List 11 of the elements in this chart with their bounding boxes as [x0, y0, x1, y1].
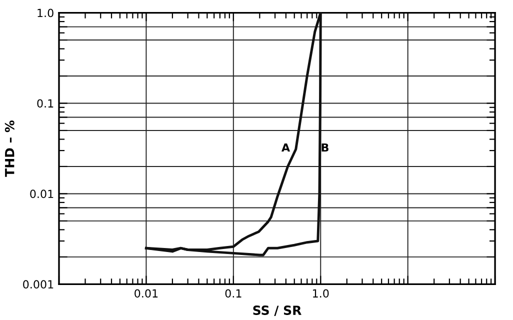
x-tick-label: 0.1: [225, 289, 242, 298]
y-tick-label: 0.1: [37, 99, 54, 108]
x-axis-title: SS / SR: [253, 306, 302, 316]
y-tick-label: 0.01: [30, 190, 54, 198]
x-tick-label: 1.0: [313, 289, 329, 298]
y-axis-title: THD – %: [4, 120, 14, 177]
y-tick-label: 1.0: [38, 8, 54, 18]
annotation: B: [322, 143, 328, 152]
y-tick-label: 0.001: [23, 280, 54, 289]
x-tick-label: 0.01: [134, 289, 158, 298]
annotation: A: [281, 143, 290, 152]
